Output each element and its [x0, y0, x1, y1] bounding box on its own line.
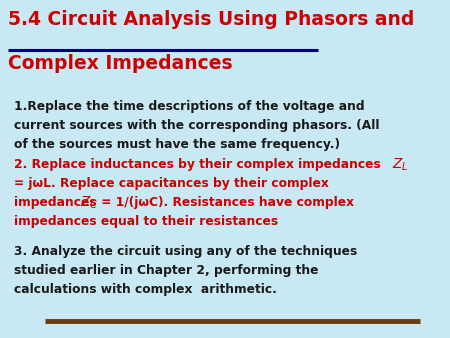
Text: studied earlier in Chapter 2, performing the: studied earlier in Chapter 2, performing…	[14, 264, 319, 277]
Text: of the sources must have the same frequency.): of the sources must have the same freque…	[14, 138, 340, 151]
Text: = 1/(jωC). Resistances have complex: = 1/(jωC). Resistances have complex	[97, 196, 354, 209]
Text: current sources with the corresponding phasors. (All: current sources with the corresponding p…	[14, 119, 379, 132]
Text: Complex Impedances: Complex Impedances	[8, 54, 233, 73]
Text: $Z_C$: $Z_C$	[80, 195, 98, 211]
Text: 3. Analyze the circuit using any of the techniques: 3. Analyze the circuit using any of the …	[14, 245, 357, 258]
Text: impedances: impedances	[14, 196, 101, 209]
Text: 1.Replace the time descriptions of the voltage and: 1.Replace the time descriptions of the v…	[14, 100, 364, 113]
Text: impedances equal to their resistances: impedances equal to their resistances	[14, 215, 278, 228]
Text: = jωL. Replace capacitances by their complex: = jωL. Replace capacitances by their com…	[14, 177, 329, 190]
Text: 2. Replace inductances by their complex impedances: 2. Replace inductances by their complex …	[14, 158, 385, 171]
Text: calculations with complex  arithmetic.: calculations with complex arithmetic.	[14, 283, 277, 296]
Text: $Z_L$: $Z_L$	[392, 157, 408, 173]
Text: 5.4 Circuit Analysis Using Phasors and: 5.4 Circuit Analysis Using Phasors and	[8, 10, 414, 29]
